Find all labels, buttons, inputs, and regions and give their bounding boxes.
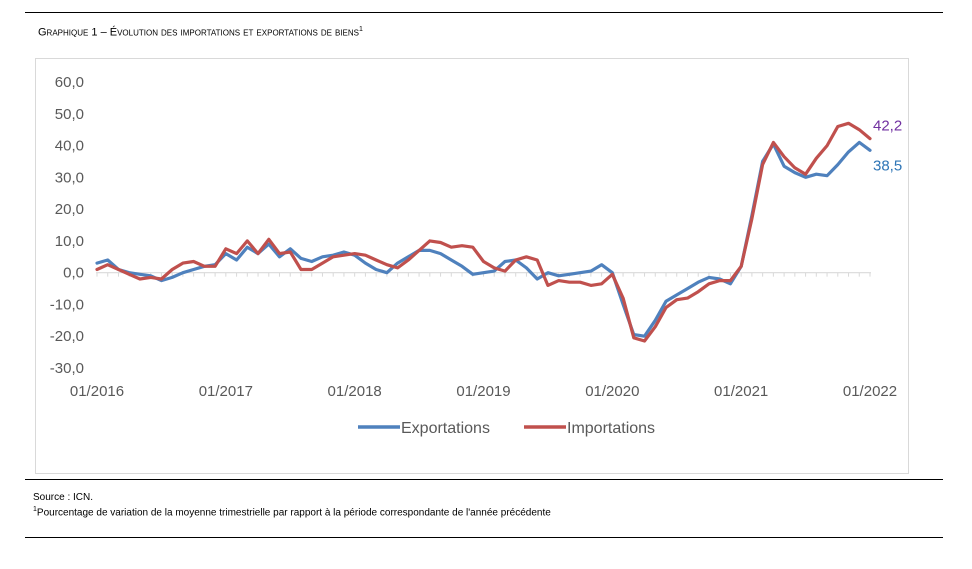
x-tick-label: 01/2016 xyxy=(70,383,124,400)
y-axis: -30,0 -20,0 -10,0 0,0 10,0 20,0 30,0 40,0 50,0 60… xyxy=(50,74,84,377)
footnote-mark: 1 xyxy=(33,506,37,513)
x-tick-label: 01/2022 xyxy=(843,383,897,400)
y-tick-label: 60,0 xyxy=(55,74,84,91)
y-tick-label: 40,0 xyxy=(55,138,84,155)
y-tick-label: -20,0 xyxy=(50,328,84,345)
x-tick-label: 01/2021 xyxy=(714,383,768,400)
legend-label-exportations: Exportations xyxy=(401,420,490,437)
y-tick-label: 20,0 xyxy=(55,201,84,218)
x-tick-label: 01/2017 xyxy=(199,383,253,400)
bottom-rule xyxy=(25,537,943,538)
series-line-importations xyxy=(95,121,872,343)
x-tick-label: 01/2020 xyxy=(585,383,639,400)
series-lines xyxy=(95,121,872,343)
y-tick-label: 50,0 xyxy=(55,106,84,123)
end-label-exportations: 38,5 xyxy=(873,157,902,174)
series-line-exportations xyxy=(95,140,872,338)
y-tick-label: 30,0 xyxy=(55,169,84,186)
middle-rule xyxy=(25,479,943,480)
legend-label-importations: Importations xyxy=(567,420,655,437)
chart-frame: -30,0 -20,0 -10,0 0,0 10,0 20,0 30,0 40,0 50,0 60… xyxy=(35,58,909,474)
end-labels: 38,5 42,2 xyxy=(873,118,902,175)
top-rule xyxy=(25,12,943,13)
footnote-text: Pourcentage de variation de la moyenne t… xyxy=(36,507,551,519)
chart-title: Graphique 1 – Évolution des importations… xyxy=(38,26,363,39)
chart-title-text: Graphique 1 – Évolution des importations… xyxy=(38,26,360,39)
end-label-importations: 42,2 xyxy=(873,118,902,135)
y-tick-label: -10,0 xyxy=(50,296,84,313)
y-tick-label: 0,0 xyxy=(63,265,84,282)
x-axis: 01/2016 01/2017 01/2018 01/2019 01/2020 01/20… xyxy=(70,272,897,400)
line-chart: -30,0 -20,0 -10,0 0,0 10,0 20,0 30,0 40,0 50,0 60… xyxy=(50,74,902,437)
y-tick-label: -30,0 xyxy=(50,360,84,377)
title-footnote-mark: 1 xyxy=(359,26,363,33)
footnote: 1Pourcentage de variation de la moyenne … xyxy=(33,506,551,518)
x-tick-label: 01/2018 xyxy=(328,383,382,400)
source-note: Source : ICN. xyxy=(33,492,94,503)
x-tick-label: 01/2019 xyxy=(456,383,510,400)
legend: Exportations Importations xyxy=(358,420,655,437)
y-tick-label: 10,0 xyxy=(55,233,84,250)
